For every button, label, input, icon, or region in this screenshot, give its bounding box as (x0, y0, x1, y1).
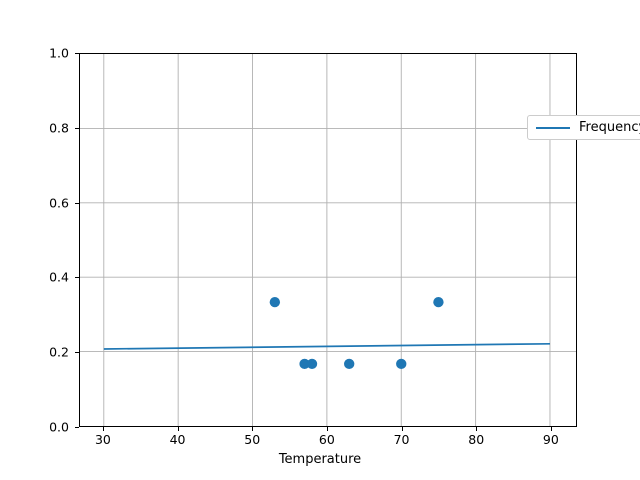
y-tick-label: 0.0 (49, 419, 69, 435)
y-tick-label: 0.4 (49, 269, 69, 285)
x-tick-mark (401, 427, 403, 431)
y-tick-mark (75, 352, 79, 354)
x-tick-mark (177, 427, 179, 431)
plot-svg (80, 54, 576, 426)
x-tick-mark (550, 427, 552, 431)
legend-box[interactable]: Frequency (527, 115, 640, 140)
y-tick-mark (75, 202, 79, 204)
y-tick-mark (75, 277, 79, 279)
x-axis-title: Temperature (278, 452, 362, 467)
legend-line-sample (536, 126, 570, 129)
x-tick-label: 50 (244, 432, 261, 447)
y-tick-label: 0.6 (49, 195, 69, 211)
legend-label-frequency: Frequency (579, 120, 640, 135)
y-tick-mark (75, 427, 79, 428)
scatter-point-series (269, 296, 444, 370)
x-tick-mark (252, 427, 254, 431)
trend-line-series (103, 342, 550, 350)
y-tick-label: 0.2 (49, 344, 69, 360)
y-tick-mark (75, 127, 79, 129)
horizontal-gridlines (80, 127, 576, 353)
x-tick-label: 40 (169, 432, 186, 447)
x-tick-label: 90 (542, 432, 559, 447)
y-tick-mark (75, 53, 79, 54)
y-tick-label: 0.8 (49, 120, 69, 136)
y-tick-label: 1.0 (49, 45, 69, 61)
x-tick-label: 70 (393, 432, 410, 447)
x-tick-label: 80 (468, 432, 485, 447)
plot-axes-area: Frequency (79, 53, 640, 427)
x-tick-label: 30 (94, 432, 111, 447)
x-tick-label: 60 (318, 432, 335, 447)
x-tick-mark (476, 427, 478, 431)
vertical-gridlines (103, 54, 551, 426)
x-tick-mark (326, 427, 328, 431)
x-tick-mark (102, 427, 104, 431)
